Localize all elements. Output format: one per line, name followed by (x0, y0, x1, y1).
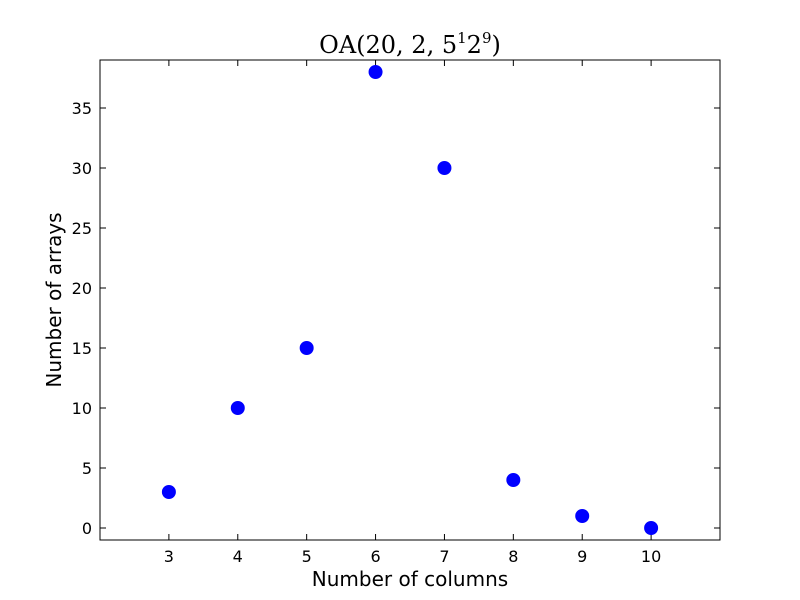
chart-title: OA(20, 2, 5129) (319, 29, 501, 59)
y-tick-label: 15 (72, 339, 92, 358)
y-tick-label: 35 (72, 99, 92, 118)
x-tick-label: 3 (164, 547, 174, 566)
y-tick-label: 25 (72, 219, 92, 238)
data-point (506, 473, 521, 487)
x-axis-label: Number of columns (312, 567, 508, 591)
x-tick-label: 5 (302, 547, 312, 566)
y-tick-label: 0 (82, 519, 92, 538)
plot-frame (99, 59, 721, 541)
y-tick-label: 20 (72, 279, 92, 298)
data-point (644, 521, 659, 535)
x-tick-label: 10 (641, 547, 661, 566)
x-tick-label: 9 (577, 547, 587, 566)
y-axis-label: Number of arrays (42, 212, 66, 387)
x-tick-label: 7 (439, 547, 449, 566)
data-point (230, 401, 245, 415)
x-tick-label: 6 (370, 547, 380, 566)
data-point (575, 509, 590, 523)
data-point (368, 65, 383, 79)
y-tick-label: 5 (82, 459, 92, 478)
data-point (161, 485, 176, 499)
data-point (437, 161, 452, 175)
y-tick-label: 30 (72, 159, 92, 178)
y-tick-label: 10 (72, 399, 92, 418)
x-tick-label: 8 (508, 547, 518, 566)
x-tick-label: 4 (233, 547, 243, 566)
data-point (299, 341, 314, 355)
